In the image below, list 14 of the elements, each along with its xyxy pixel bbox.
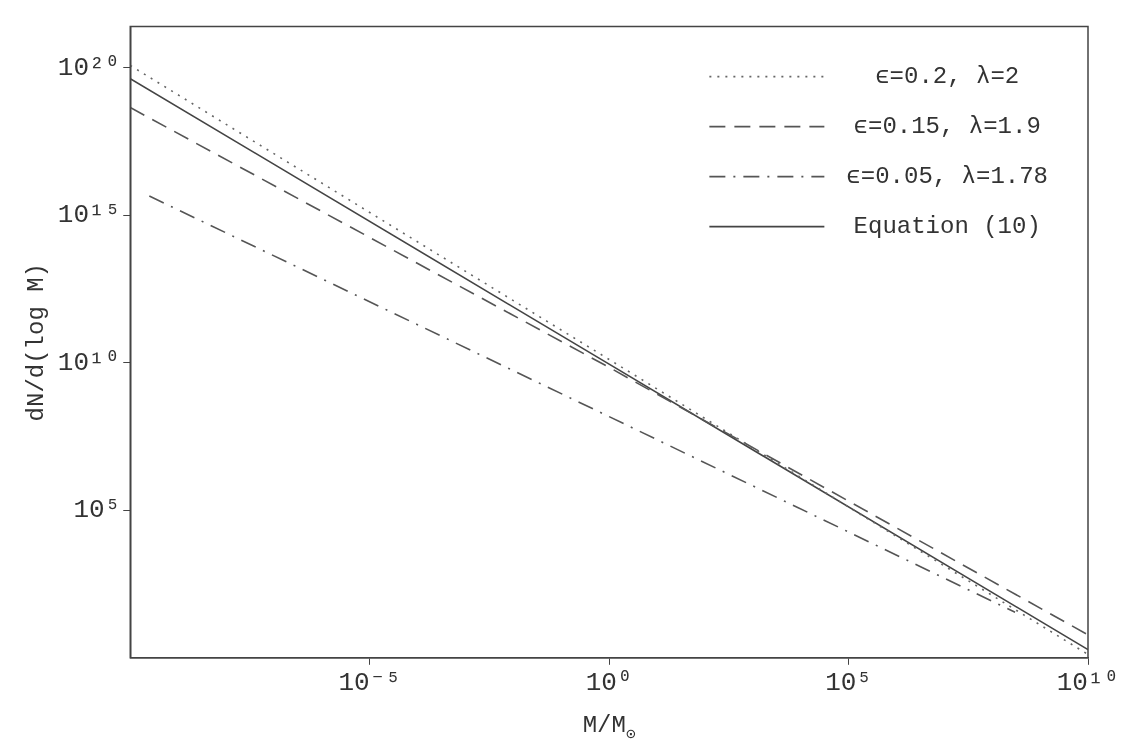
legend-label: ϵ=0.15, λ=1.9: [853, 112, 1041, 140]
legend-label: ϵ=0.05, λ=1.78: [846, 162, 1048, 190]
x-tick-label: 10⁻⁵: [338, 668, 401, 699]
legend-label: Equation (10): [853, 212, 1041, 240]
x-tick-label: 10⁰: [585, 668, 633, 699]
y-tick-label: 10¹⁵: [57, 200, 121, 231]
y-tick-label: 10²⁰: [57, 52, 121, 83]
x-tick-label: 10¹⁰: [1056, 668, 1120, 699]
y-tick-label: 10⁵: [73, 495, 121, 526]
legend-label: ϵ=0.2, λ=2: [875, 62, 1020, 90]
x-axis-title: M/M⊙: [582, 712, 636, 745]
y-axis-title: dN/d(log M): [22, 262, 50, 422]
x-tick-label: 10⁵: [825, 668, 872, 699]
y-tick-label: 10¹⁰: [57, 347, 121, 378]
